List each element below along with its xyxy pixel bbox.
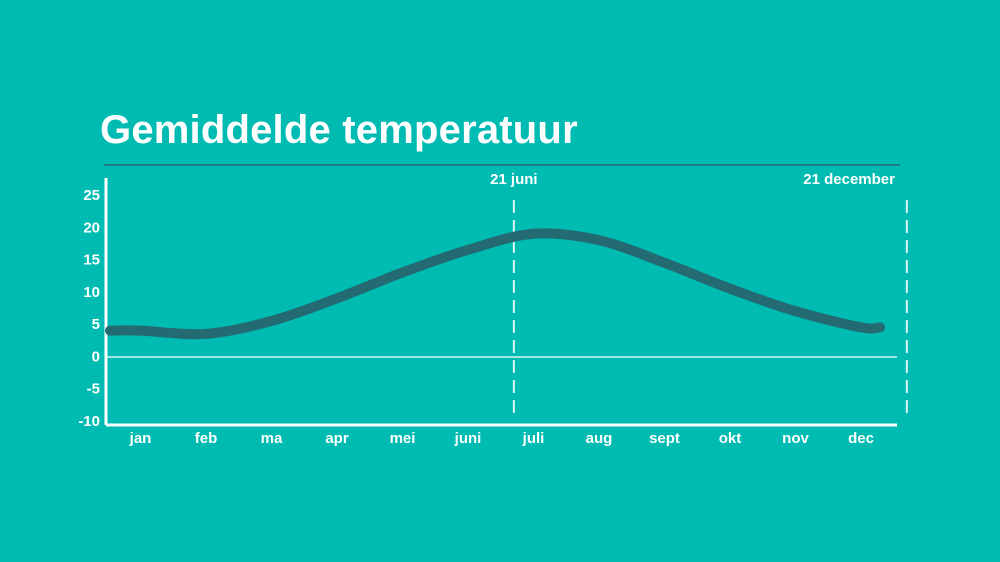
month-label-juni: juni xyxy=(454,430,482,447)
temperature-line xyxy=(105,228,885,340)
y-tick-labels: 25 20 15 10 5 0 -5 -10 xyxy=(78,187,100,430)
annotation-label: 21 juni xyxy=(490,171,538,188)
chart-title: Gemiddelde temperatuur xyxy=(100,108,578,152)
month-label-sept: sept xyxy=(649,430,680,447)
month-label-juli: juli xyxy=(522,430,545,447)
y-tick-label: 15 xyxy=(83,252,100,269)
month-label-aug: aug xyxy=(586,430,613,447)
month-label-ma: ma xyxy=(261,430,283,447)
y-tick-label: 25 xyxy=(83,187,100,204)
axis-layer xyxy=(104,178,897,427)
y-tick-label: 10 xyxy=(83,284,100,301)
y-tick-label: 0 xyxy=(92,348,100,365)
month-label-nov: nov xyxy=(782,430,809,447)
month-label-mei: mei xyxy=(390,430,416,447)
series-layer xyxy=(105,228,885,340)
month-label-jan: jan xyxy=(129,430,152,447)
month-label-apr: apr xyxy=(325,430,349,447)
annotation-label: 21 december xyxy=(803,171,895,188)
month-label-dec: dec xyxy=(848,430,874,447)
y-tick-label: -5 xyxy=(87,381,100,398)
annotation-layer: 21 juni 21 december xyxy=(490,171,908,417)
month-label-feb: feb xyxy=(195,430,218,447)
y-tick-label: 20 xyxy=(83,219,100,236)
y-tick-label: -10 xyxy=(78,413,100,430)
x-tick-labels: jan feb ma apr mei juni juli aug sept okt nov dec xyxy=(129,430,874,447)
y-tick-label: 5 xyxy=(92,316,100,333)
month-label-okt: okt xyxy=(719,430,742,447)
